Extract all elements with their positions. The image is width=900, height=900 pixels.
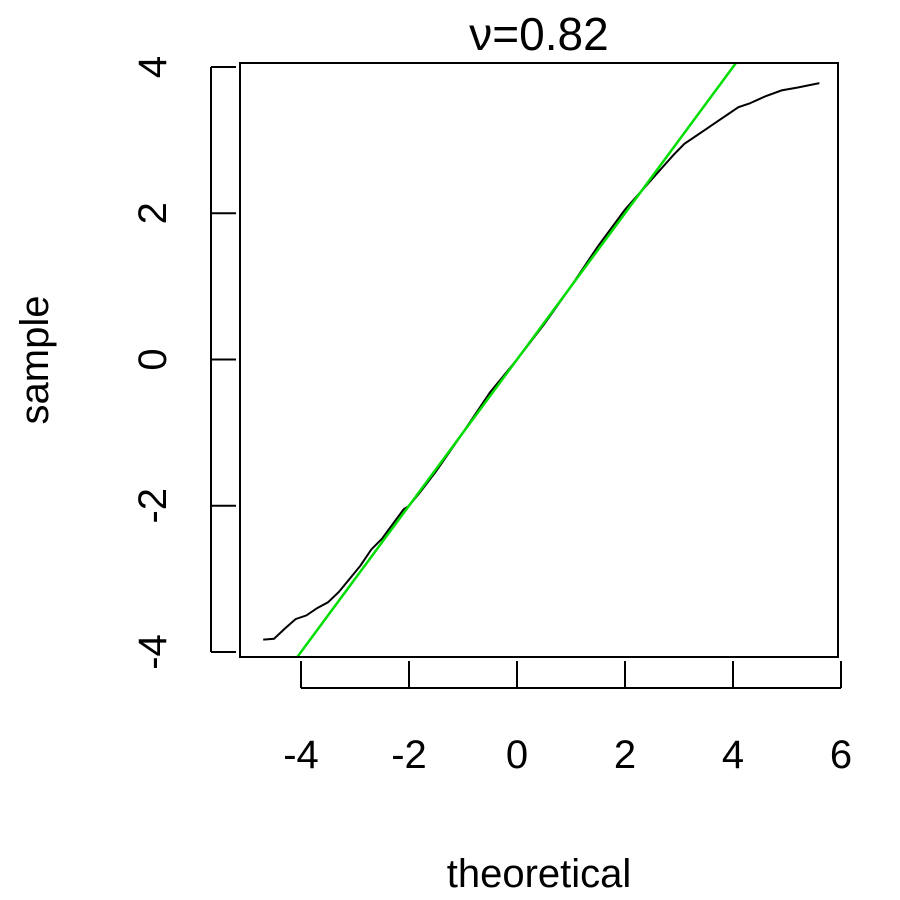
x-tick-label: -4	[283, 733, 319, 777]
y-tick-label: 0	[131, 348, 175, 370]
series-layer	[263, 63, 820, 657]
plot-frame	[239, 62, 839, 658]
x-tick-label: 0	[506, 733, 528, 777]
x-tick-label: 4	[722, 733, 744, 777]
y-tick-label: 2	[131, 202, 175, 224]
y-tick-label: -4	[131, 634, 175, 670]
x-tick-label: -2	[391, 733, 427, 777]
x-tick-label: 2	[614, 733, 636, 777]
y-tick-label: -2	[131, 488, 175, 524]
chart-title: ν=0.82	[469, 8, 608, 60]
y-axis-title: sample	[13, 296, 57, 425]
y-axis: -4 -2 0 2 4	[131, 56, 236, 670]
sample-quantile-line	[263, 82, 820, 641]
x-axis-title: theoretical	[447, 852, 632, 896]
x-axis: -4 -2 0 2 4 6	[283, 661, 852, 777]
reference-line	[295, 63, 738, 657]
x-tick-label: 6	[830, 733, 852, 777]
y-tick-label: 4	[131, 56, 175, 78]
